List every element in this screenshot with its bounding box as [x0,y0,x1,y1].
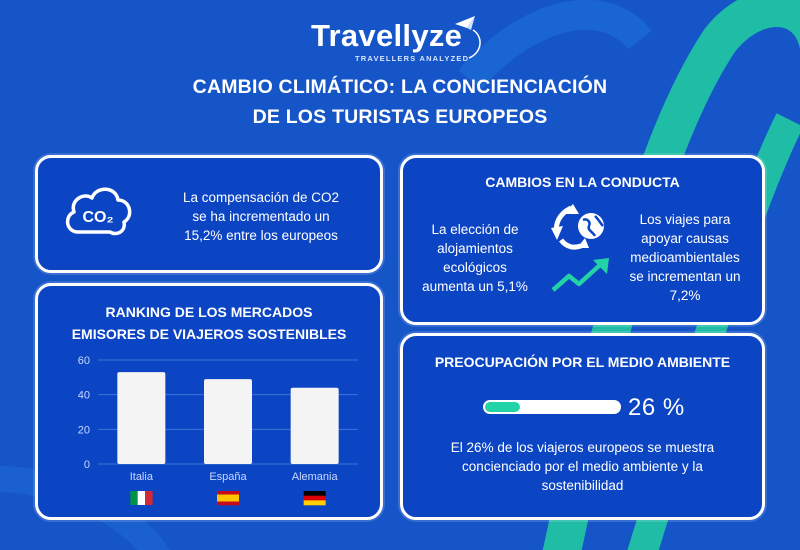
chart-x-tick-label: España [209,471,247,483]
behavior-changes-title: CAMBIOS EN LA CONDUCTA [485,174,680,190]
co2-icon-label: CO₂ [82,209,113,226]
concern-text-line: El 26% de los viajeros europeos se muest… [450,440,715,455]
eco-text-line: ecológicos [443,260,507,275]
environment-concern-card: PREOCUPACIÓN POR EL MEDIO AMBIENTE 26 % … [400,333,765,520]
recycle-globe-icon [551,204,604,250]
eco-text-line: aumenta un 5,1% [422,279,528,294]
flag-icon [303,491,326,506]
cause-travel-text: Los viajes para apoyar causas medioambie… [615,210,755,305]
concern-progress-value: 26 % [628,394,685,421]
concern-progress-bar [483,400,621,414]
cause-text-line: 7,2% [669,288,701,303]
travellyze-logo: Travellyze TRAVELLERS ANALYZED [305,16,505,66]
eco-accommodation-text: La elección de alojamientos ecológicos a… [411,220,539,296]
chart-x-tick-label: Alemania [292,471,339,483]
cause-text-line: apoyar causas [641,231,729,246]
eco-text-line: alojamientos [437,241,513,256]
chart-y-tick-label: 20 [78,424,90,436]
chart-y-tick-label: 0 [84,459,90,471]
cause-text-line: Los viajes para [639,212,731,227]
page-title-line1: CAMBIO CLIMÁTICO: LA CONCIENCIACIÓN [192,76,608,98]
ranking-title-line1: RANKING DE LOS MERCADOS [105,304,313,320]
ranking-bar-chart: 0 20 40 60 Italia España Alemania [78,355,358,506]
chart-y-tick-label: 60 [78,355,90,367]
co2-text-line: 15,2% entre los europeos [184,228,338,243]
eco-text-line: La elección de [431,222,519,237]
co2-text: La compensación de CO2 se ha incrementad… [156,188,366,245]
cloud-co2-icon: CO₂ [65,187,132,236]
environment-concern-title: PREOCUPACIÓN POR EL MEDIO AMBIENTE [434,354,731,370]
concern-text: El 26% de los viajeros europeos se muest… [413,438,752,495]
chart-bar [204,379,252,464]
chart-bar [290,387,339,464]
flag-icon [217,491,239,506]
page-title-line2: DE LOS TURISTAS EUROPEOS [252,106,548,128]
logo-tagline: TRAVELLERS ANALYZED [355,54,470,63]
ranking-card: RANKING DE LOS MERCADOS EMISORES DE VIAJ… [35,283,383,520]
paper-plane-icon [455,16,481,59]
cause-text-line: medioambientales [630,250,740,265]
concern-text-line: concienciado por el medio ambiente y la [462,459,703,474]
ranking-title-line2: EMISORES DE VIAJEROS SOSTENIBLES [71,326,347,342]
behavior-changes-card: CAMBIOS EN LA CONDUCTA La elección de al… [400,155,765,325]
logo-name: Travellyze [311,18,463,53]
chart-y-tick-label: 40 [78,390,90,402]
co2-compensation-card: CO₂ La compensación de CO2 se ha increme… [35,155,383,273]
concern-progress-fill [485,402,520,412]
chart-x-tick-label: Italia [130,471,154,483]
co2-text-line: La compensación de CO2 [182,190,340,205]
cause-text-line: se incrementan un [629,269,741,284]
co2-text-line: se ha incrementado un [192,209,330,224]
trend-up-arrow-icon [551,258,609,292]
flag-icon [130,491,153,505]
chart-bar [117,372,166,464]
concern-text-line: sostenibilidad [541,478,624,493]
